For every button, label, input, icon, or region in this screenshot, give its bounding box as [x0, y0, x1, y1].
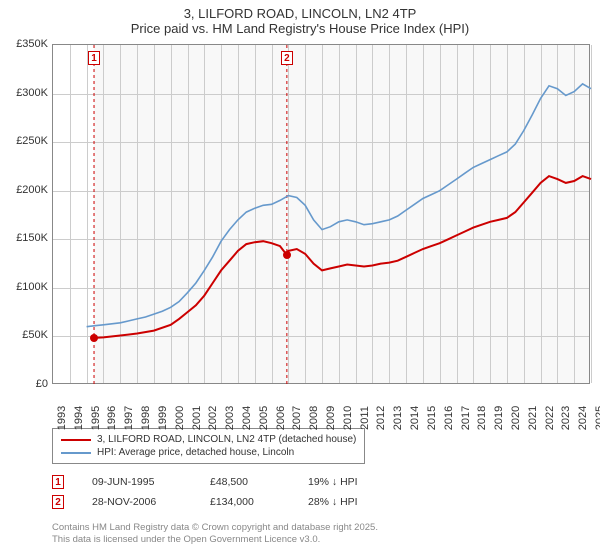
event-marker-2: 2	[52, 495, 64, 509]
x-tick-label: 2018	[476, 406, 488, 430]
x-tick-label: 2006	[275, 406, 287, 430]
legend-label-hpi: HPI: Average price, detached house, Linc…	[97, 447, 294, 458]
plot-svg	[53, 45, 589, 383]
event-marker-1: 1	[52, 475, 64, 489]
x-tick-label: 2008	[308, 406, 320, 430]
event-pct-1: 19% ↓ HPI	[308, 476, 398, 488]
plot-area: 12	[52, 44, 590, 384]
x-tick-label: 1998	[140, 406, 152, 430]
title-line2: Price paid vs. HM Land Registry's House …	[0, 21, 600, 36]
x-tick-label: 1997	[123, 406, 135, 430]
event-pct-2: 28% ↓ HPI	[308, 496, 398, 508]
title-line1: 3, LILFORD ROAD, LINCOLN, LN2 4TP	[0, 6, 600, 21]
series-hpi	[87, 84, 591, 327]
event-date-2: 28-NOV-2006	[92, 496, 182, 508]
x-tick-label: 2009	[325, 406, 337, 430]
x-tick-label: 2025	[594, 406, 600, 430]
series-price_paid	[94, 176, 591, 338]
y-tick-label: £150K	[2, 232, 48, 244]
y-tick-label: £0	[2, 378, 48, 390]
x-tick-label: 1996	[106, 406, 118, 430]
x-tick-label: 1993	[56, 406, 68, 430]
x-tick-label: 1999	[157, 406, 169, 430]
event-marker-box: 1	[88, 51, 100, 65]
footnote-line2: This data is licensed under the Open Gov…	[52, 534, 378, 546]
event-marker-dot	[283, 251, 291, 259]
legend-swatch-hpi	[61, 452, 91, 454]
event-price-2: £134,000	[210, 496, 280, 508]
legend: 3, LILFORD ROAD, LINCOLN, LN2 4TP (detac…	[52, 428, 365, 464]
event-row-1: 1 09-JUN-1995 £48,500 19% ↓ HPI	[52, 472, 398, 492]
legend-row-price-paid: 3, LILFORD ROAD, LINCOLN, LN2 4TP (detac…	[61, 433, 356, 446]
x-tick-label: 2017	[460, 406, 472, 430]
x-tick-label: 2000	[174, 406, 186, 430]
event-marker-box: 2	[281, 51, 293, 65]
x-tick-label: 2005	[258, 406, 270, 430]
legend-label-price-paid: 3, LILFORD ROAD, LINCOLN, LN2 4TP (detac…	[97, 434, 356, 445]
x-tick-label: 2001	[191, 406, 203, 430]
y-tick-label: £200K	[2, 184, 48, 196]
y-tick-label: £300K	[2, 87, 48, 99]
event-marker-dot	[90, 334, 98, 342]
event-row-2: 2 28-NOV-2006 £134,000 28% ↓ HPI	[52, 492, 398, 512]
x-tick-label: 2016	[443, 406, 455, 430]
chart-title: 3, LILFORD ROAD, LINCOLN, LN2 4TP Price …	[0, 0, 600, 36]
legend-swatch-price-paid	[61, 439, 91, 441]
chart-container: 3, LILFORD ROAD, LINCOLN, LN2 4TP Price …	[0, 0, 600, 560]
event-price-1: £48,500	[210, 476, 280, 488]
x-tick-label: 2015	[426, 406, 438, 430]
x-tick-label: 2019	[493, 406, 505, 430]
x-tick-label: 2002	[207, 406, 219, 430]
footnote: Contains HM Land Registry data © Crown c…	[52, 522, 378, 547]
x-tick-label: 2010	[342, 406, 354, 430]
y-tick-label: £350K	[2, 38, 48, 50]
footnote-line1: Contains HM Land Registry data © Crown c…	[52, 522, 378, 534]
x-tick-label: 2014	[409, 406, 421, 430]
x-tick-label: 1995	[90, 406, 102, 430]
x-tick-label: 2007	[291, 406, 303, 430]
x-tick-label: 2021	[527, 406, 539, 430]
x-tick-label: 1994	[73, 406, 85, 430]
x-tick-label: 2024	[577, 406, 589, 430]
x-tick-label: 2023	[560, 406, 572, 430]
x-tick-label: 2011	[359, 406, 371, 430]
event-table: 1 09-JUN-1995 £48,500 19% ↓ HPI 2 28-NOV…	[52, 472, 398, 512]
x-tick-label: 2003	[224, 406, 236, 430]
x-tick-label: 2004	[241, 406, 253, 430]
y-tick-label: £250K	[2, 135, 48, 147]
y-tick-label: £50K	[2, 329, 48, 341]
event-date-1: 09-JUN-1995	[92, 476, 182, 488]
x-tick-label: 2022	[544, 406, 556, 430]
x-tick-label: 2012	[375, 406, 387, 430]
x-tick-label: 2020	[510, 406, 522, 430]
legend-row-hpi: HPI: Average price, detached house, Linc…	[61, 446, 356, 459]
x-tick-label: 2013	[392, 406, 404, 430]
y-tick-label: £100K	[2, 281, 48, 293]
